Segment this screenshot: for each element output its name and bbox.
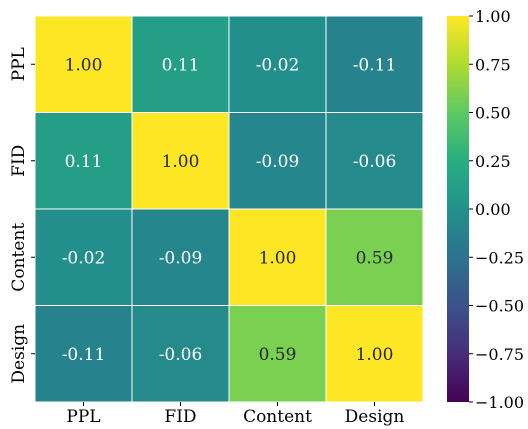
heatmap-cell-3-3 xyxy=(325,305,424,403)
heatmap-cell-1-0 xyxy=(34,112,133,210)
cell-value-label-2-1: -0.09 xyxy=(159,248,203,268)
heatmap-cell-2-1 xyxy=(131,208,230,306)
cell-value-label-0-3: -0.11 xyxy=(353,55,397,75)
cell-value-label-1-1: 1.00 xyxy=(162,152,200,172)
x-tick-label-0: PPL xyxy=(66,407,100,427)
cell-value-label-0-1: 0.11 xyxy=(162,55,200,75)
colorbar-tick-label-0: 1.00 xyxy=(475,7,511,26)
heatmap-cell-3-1 xyxy=(131,305,230,403)
x-tick-label-2: Content xyxy=(243,407,312,427)
colorbar-tick-label-8: −1.00 xyxy=(475,393,524,412)
y-tick-label-3: Design xyxy=(9,324,29,384)
colorbar-tick-label-3: 0.25 xyxy=(475,152,511,171)
x-axis-ticks: PPL FID Content Design xyxy=(66,402,404,427)
colorbar xyxy=(447,16,469,402)
heatmap-cell-3-2 xyxy=(228,305,327,403)
y-axis-ticks: PPL FID Content Design xyxy=(9,47,35,384)
heatmap-cell-1-1 xyxy=(131,112,230,210)
cell-value-label-2-3: 0.59 xyxy=(356,248,394,268)
y-tick-label-2: Content xyxy=(9,223,29,292)
colorbar-tick-label-7: −0.75 xyxy=(475,345,524,364)
cell-value-label-0-0: 1.00 xyxy=(65,55,103,75)
heatmap-cell-1-3 xyxy=(325,112,424,210)
cell-value-label-1-0: 0.11 xyxy=(65,152,103,172)
cell-value-label-2-2: 1.00 xyxy=(259,248,297,268)
heatmap-cell-3-0 xyxy=(34,305,133,403)
heatmap-cell-0-0 xyxy=(34,15,133,113)
cell-value-label-3-0: -0.11 xyxy=(62,345,106,365)
cell-value-label-2-0: -0.02 xyxy=(62,248,106,268)
colorbar-tick-label-4: 0.00 xyxy=(475,200,511,219)
x-tick-label-3: Design xyxy=(345,407,405,427)
heatmap-cell-0-3 xyxy=(325,15,424,113)
cell-value-label-0-2: -0.02 xyxy=(256,55,300,75)
cell-value-label-3-2: 0.59 xyxy=(259,345,297,365)
heatmap-cell-2-3 xyxy=(325,208,424,306)
cell-value-label-1-2: -0.09 xyxy=(256,152,300,172)
y-tick-label-0: PPL xyxy=(9,47,29,81)
colorbar-tick-label-1: 0.75 xyxy=(475,55,511,74)
colorbar-tick-label-6: −0.50 xyxy=(475,297,524,316)
heatmap-cell-0-2 xyxy=(228,15,327,113)
colorbar-ticks: 1.00 0.75 0.50 0.25 0.00 −0.25 −0.50 −0.75 −1.00 xyxy=(469,7,524,412)
heatmap-cells: 1.00 0.11 -0.02 -0.11 0.11 1.00 -0.09 -0.06 -0.0… xyxy=(34,15,424,403)
colorbar-gradient xyxy=(447,16,469,402)
y-tick-label-1: FID xyxy=(9,145,29,177)
colorbar-tick-label-5: −0.25 xyxy=(475,248,524,267)
cell-value-label-1-3: -0.06 xyxy=(353,152,397,172)
x-tick-label-1: FID xyxy=(164,407,196,427)
heatmap-cell-0-1 xyxy=(131,15,230,113)
cell-value-label-3-1: -0.06 xyxy=(159,345,203,365)
colorbar-tick-label-2: 0.50 xyxy=(475,104,511,123)
cell-value-label-3-3: 1.00 xyxy=(356,345,394,365)
